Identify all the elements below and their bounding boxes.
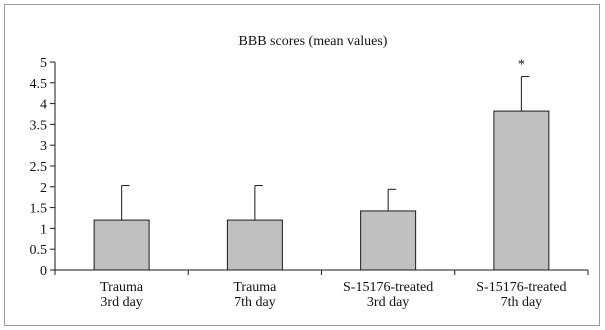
significance-marker: *	[518, 58, 525, 73]
x-tick-label: Trauma	[233, 280, 277, 295]
chart-title: BBB scores (mean values)	[239, 34, 388, 49]
x-tick-label: S-15176-treated	[343, 280, 433, 295]
bars	[93, 110, 550, 271]
x-tick-label: 3rd day	[100, 295, 142, 310]
y-tick-label: 4	[40, 98, 47, 113]
y-tick-label: 5	[40, 56, 47, 71]
y-tick-label: 4.5	[30, 77, 48, 92]
bar	[360, 210, 417, 271]
error-bars	[121, 76, 530, 221]
bar	[93, 219, 150, 271]
bar	[493, 110, 550, 271]
x-axis	[54, 269, 589, 275]
x-tick-label: 7th day	[234, 295, 276, 310]
y-tick-label: 3	[40, 139, 47, 154]
x-tick-label: 3rd day	[367, 295, 409, 310]
y-tick-label: 3.5	[30, 118, 48, 133]
annotations: *	[518, 58, 525, 73]
y-tick-label: 1	[40, 222, 47, 237]
y-tick-label: 0.5	[30, 243, 48, 258]
x-tick-label: 7th day	[501, 295, 543, 310]
x-tick-label: Trauma	[100, 280, 144, 295]
y-tick-label: 2.5	[30, 160, 48, 175]
y-axis: 0 0.5 1 1.5 2 2.5 3 3.5 4 4.5 5	[30, 56, 56, 279]
y-tick-label: 0	[40, 264, 47, 279]
bar	[226, 219, 283, 271]
x-tick-label: S-15176-treated	[476, 280, 566, 295]
y-tick-label: 1.5	[30, 202, 48, 217]
y-tick-label: 2	[40, 181, 47, 196]
